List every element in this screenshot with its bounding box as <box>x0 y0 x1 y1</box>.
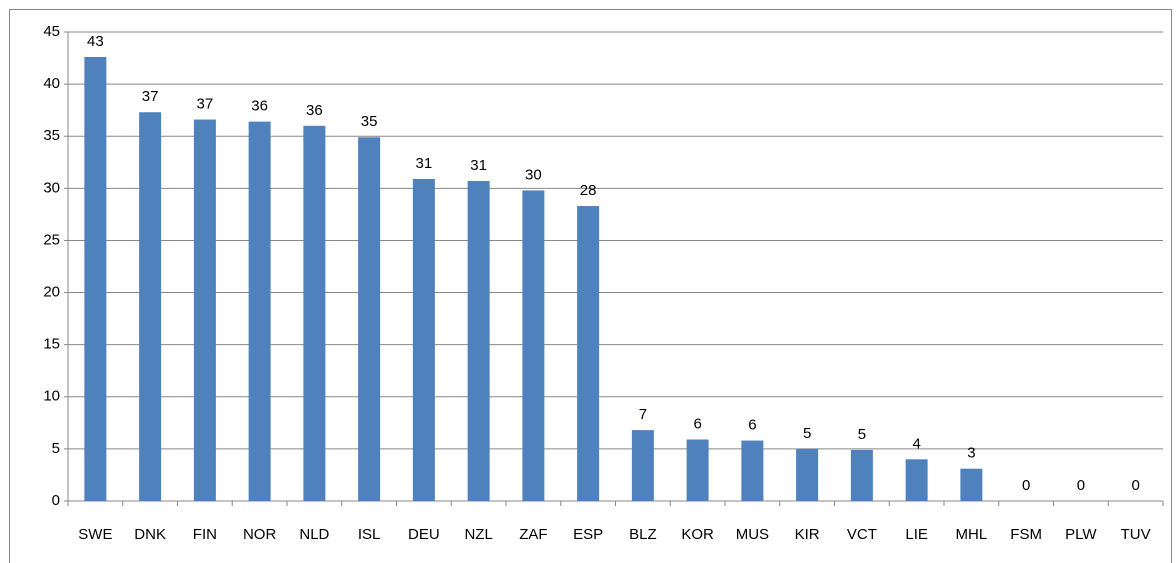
bar <box>905 459 928 501</box>
x-tick-label: ZAF <box>519 526 547 543</box>
y-tick-label: 45 <box>43 23 60 40</box>
x-tick-label: TUV <box>1121 526 1151 543</box>
x-tick-label: PLW <box>1065 526 1097 543</box>
data-label: 31 <box>470 157 487 174</box>
data-label: 0 <box>1022 477 1030 494</box>
y-tick-label: 0 <box>52 492 60 509</box>
y-tick-label: 35 <box>43 127 60 144</box>
y-tick-label: 20 <box>43 284 60 301</box>
data-label: 31 <box>416 155 433 172</box>
bar <box>467 181 490 501</box>
data-label: 0 <box>1077 477 1085 494</box>
bar <box>193 119 216 502</box>
x-tick-label: MHL <box>956 526 988 543</box>
x-tick-label: NZL <box>464 526 492 543</box>
data-label: 5 <box>858 426 866 443</box>
data-label: 3 <box>967 445 975 462</box>
x-tick-label: DEU <box>408 526 440 543</box>
bar <box>686 439 709 501</box>
y-tick-label: 25 <box>43 231 60 248</box>
data-label: 36 <box>251 98 268 115</box>
x-tick-label: LIE <box>905 526 928 543</box>
bar <box>796 448 819 501</box>
data-label: 37 <box>197 96 214 113</box>
data-label: 6 <box>748 417 756 434</box>
bar <box>303 125 326 502</box>
bar <box>412 178 435 501</box>
data-label: 35 <box>361 113 378 130</box>
x-tick-label: DNK <box>134 526 166 543</box>
bar <box>248 121 271 502</box>
data-label: 36 <box>306 102 323 119</box>
y-tick-label: 15 <box>43 336 60 353</box>
data-label: 4 <box>912 435 920 452</box>
bar <box>960 468 983 501</box>
x-tick-label: ISL <box>358 526 381 543</box>
data-label: 28 <box>580 182 597 199</box>
x-tick-label: NOR <box>243 526 277 543</box>
data-label: 30 <box>525 166 542 183</box>
y-tick-label: 5 <box>52 440 60 457</box>
x-tick-label: VCT <box>847 526 877 543</box>
bar <box>577 206 600 501</box>
y-tick-label: 10 <box>43 388 60 405</box>
bar <box>631 430 654 501</box>
bar <box>741 440 764 501</box>
x-tick-label: KOR <box>681 526 714 543</box>
y-tick-label: 30 <box>43 179 60 196</box>
bar <box>850 449 873 501</box>
x-tick-label: ESP <box>573 526 603 543</box>
data-label: 7 <box>639 406 647 423</box>
x-tick-label: MUS <box>736 526 769 543</box>
data-label: 43 <box>87 33 104 50</box>
x-tick-label: NLD <box>299 526 329 543</box>
x-tick-label: FSM <box>1010 526 1042 543</box>
x-tick-label: SWE <box>78 526 112 543</box>
data-label: 6 <box>693 415 701 432</box>
x-tick-label: KIR <box>795 526 820 543</box>
data-label: 5 <box>803 425 811 442</box>
bar <box>358 137 381 501</box>
y-tick-label: 40 <box>43 75 60 92</box>
x-tick-label: FIN <box>193 526 217 543</box>
data-label: 37 <box>142 88 159 105</box>
chart-frame <box>9 9 1172 563</box>
x-tick-label: BLZ <box>629 526 657 543</box>
bar <box>522 190 545 501</box>
data-label: 0 <box>1131 477 1139 494</box>
bar <box>139 112 162 502</box>
bar <box>84 57 107 501</box>
